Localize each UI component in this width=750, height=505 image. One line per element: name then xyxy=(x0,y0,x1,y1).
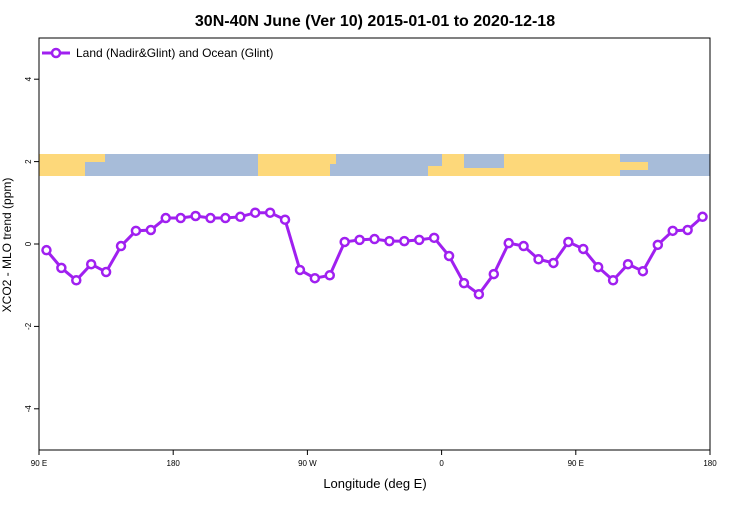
data-point xyxy=(294,264,306,276)
data-point xyxy=(249,207,261,218)
data-point xyxy=(71,275,82,286)
data-point xyxy=(384,235,395,247)
data-point xyxy=(413,234,425,246)
y-axis-label: XCO2 - MLO trend (ppm) xyxy=(0,178,14,313)
chart-title: 30N-40N June (Ver 10) 2015-01-01 to 2020… xyxy=(195,13,555,30)
data-point xyxy=(563,236,574,248)
data-point xyxy=(235,211,246,223)
data-point xyxy=(190,210,201,222)
data-point xyxy=(637,265,649,277)
data-point xyxy=(533,253,544,265)
data-point xyxy=(548,257,559,269)
data-point xyxy=(697,211,708,223)
x-tick-label: 90 E xyxy=(568,459,584,468)
data-point xyxy=(205,212,216,224)
data-point xyxy=(369,233,380,245)
data-point xyxy=(578,243,589,255)
data-point xyxy=(130,225,142,237)
data-point xyxy=(339,236,350,248)
data-point xyxy=(682,224,693,236)
data-point xyxy=(264,207,276,218)
data-point xyxy=(56,262,67,274)
data-point xyxy=(428,232,440,244)
y-tick-label: 2 xyxy=(24,159,33,164)
data-point xyxy=(622,258,634,270)
map-strip xyxy=(39,154,710,176)
data-point xyxy=(160,212,171,224)
data-point xyxy=(592,261,604,273)
data-point xyxy=(354,234,365,246)
data-point xyxy=(503,237,514,249)
data-point xyxy=(652,239,664,251)
x-tick-label: 180 xyxy=(703,459,717,468)
y-tick-label: 0 xyxy=(24,241,33,246)
series-line xyxy=(45,211,704,297)
y-tick-label: -2 xyxy=(24,322,33,330)
x-tick-label: 180 xyxy=(167,459,181,468)
y-tick-label: 4 xyxy=(24,76,33,81)
legend-label: Land (Nadir&Glint) and Ocean (Glint) xyxy=(76,46,273,60)
data-point xyxy=(41,244,52,256)
data-point xyxy=(324,270,336,281)
data-point xyxy=(473,289,485,300)
x-tick-label: 90 W xyxy=(298,459,317,468)
data-point xyxy=(145,224,157,236)
x-axis-label: Longitude (deg E) xyxy=(323,476,426,491)
data-point xyxy=(175,212,186,224)
data-point xyxy=(458,277,470,289)
data-point xyxy=(518,240,529,252)
data-point xyxy=(488,268,500,280)
x-tick-label: 90 E xyxy=(31,459,47,468)
data-point xyxy=(100,266,112,278)
x-tick-label: 0 xyxy=(439,459,444,468)
data-point xyxy=(115,240,127,252)
data-point xyxy=(443,250,455,262)
data-point xyxy=(279,214,291,225)
data-point xyxy=(309,272,321,284)
data-point xyxy=(399,235,410,247)
data-point xyxy=(607,275,619,286)
legend-marker xyxy=(50,47,62,59)
data-point xyxy=(85,258,97,270)
y-tick-label: -4 xyxy=(24,405,33,413)
data-point xyxy=(667,225,678,237)
data-point xyxy=(220,212,231,224)
